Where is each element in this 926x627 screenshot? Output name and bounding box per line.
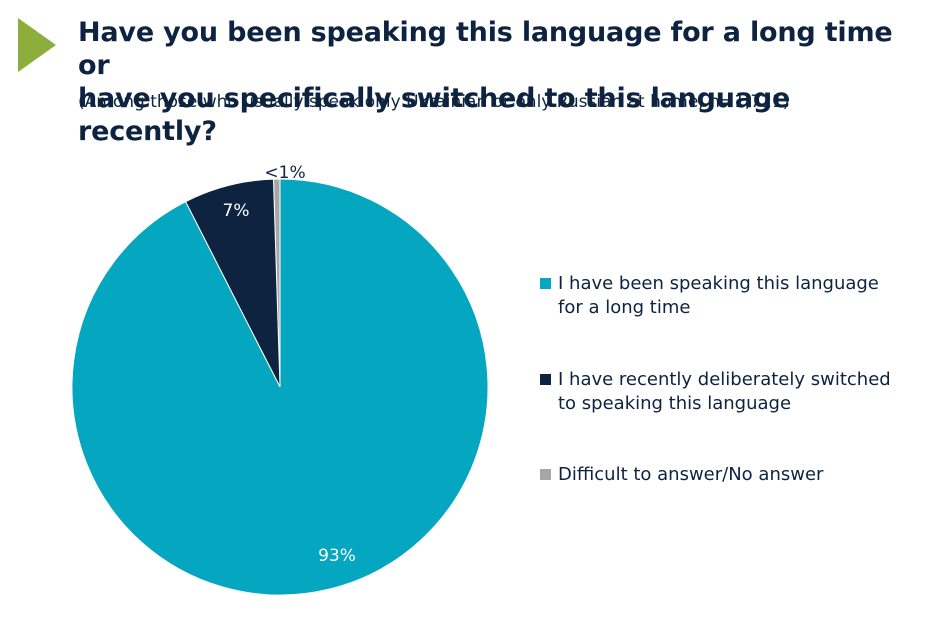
legend-label-line: I have been speaking this language bbox=[558, 273, 879, 294]
chart-title-line-1: Have you been speaking this language for… bbox=[78, 17, 893, 81]
legend-label: I have recently deliberately switched to … bbox=[558, 368, 926, 416]
pie-slice-label-1: <1% bbox=[264, 163, 305, 183]
pie-slice-label-2: 7% bbox=[223, 201, 250, 221]
legend-label: Difficult to answer/No answer bbox=[558, 463, 926, 487]
pie-slice-3 bbox=[71, 178, 489, 596]
legend-label-line: for a long time bbox=[558, 297, 691, 318]
legend-label-line: I have recently deliberately switched bbox=[558, 369, 891, 390]
legend-swatch bbox=[540, 374, 551, 385]
legend-label: I have been speaking this language for a … bbox=[558, 272, 926, 320]
chart-title-line-2: have you specifically switched to this l… bbox=[78, 83, 791, 147]
legend-swatch bbox=[540, 278, 551, 289]
pie-slice-label-3: 93% bbox=[318, 546, 356, 566]
legend-label-line: to speaking this language bbox=[558, 393, 792, 414]
chart-subtitle: (Among those who usually speak only Ukra… bbox=[78, 92, 790, 112]
legend-label-line: Difficult to answer/No answer bbox=[558, 464, 824, 485]
legend-swatch bbox=[540, 469, 551, 480]
chart-title: Have you been speaking this language for… bbox=[78, 16, 926, 148]
section-marker-triangle bbox=[18, 18, 56, 72]
